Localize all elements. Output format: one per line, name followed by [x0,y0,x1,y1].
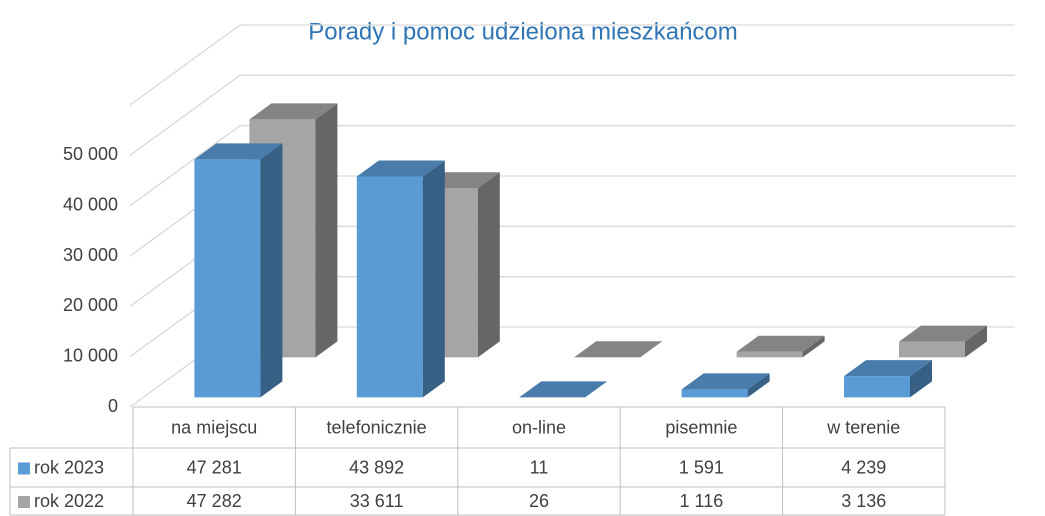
bar-top [519,381,608,398]
y-tick-label: 0 [108,396,118,416]
bar-side [477,172,500,358]
y-tick-label: 20 000 [63,295,118,315]
x-tick-label: on-line [512,417,566,437]
bar [356,160,445,398]
bar-front [899,341,965,358]
table-value: 43 892 [349,457,404,477]
legend-label: rok 2023 [34,457,104,477]
y-tick-label: 50 000 [63,144,118,164]
legend-key [18,462,30,475]
bar-side [585,381,608,398]
y-tick-label: 10 000 [63,345,118,365]
bar-top [844,360,932,377]
bar-top [681,373,770,390]
bar-side [965,325,987,358]
bar-top [574,341,663,358]
legend-label: rok 2022 [34,491,104,511]
x-tick-label: na miejscu [171,417,257,437]
table-value: 3 136 [841,491,886,511]
bar-top [899,325,987,342]
bar-top [249,103,338,120]
table-value: 11 [530,457,549,477]
bar-side [747,373,770,398]
bar [681,373,770,398]
bar-front [844,376,910,398]
grid-line [129,24,1015,106]
bar-side [910,360,932,398]
y-tick-label: 40 000 [63,194,118,214]
x-tick-label: telefonicznie [327,417,427,437]
table-value: 33 611 [350,491,404,511]
bar-front [736,351,803,358]
bar-side [260,143,283,398]
table-value: 47 281 [187,457,242,477]
bar-front [681,389,748,398]
bar-front [356,176,423,398]
x-tick-label: pisemnie [665,417,737,437]
table-value: 4 239 [841,457,886,477]
bar [574,341,663,358]
legend-key [18,496,30,508]
bar [519,381,608,398]
bar-top [736,335,825,352]
bar-side [640,341,663,358]
x-tick-label: w terenie [826,417,900,437]
y-tick-label: 30 000 [63,245,118,265]
table-value: 1 116 [680,491,724,511]
grid-line [129,125,1015,207]
grid-line [129,74,1015,156]
bar-side [315,103,338,358]
table-value: 1 591 [679,457,724,477]
bar [844,360,932,398]
bar-side [422,160,445,398]
table-value: 47 282 [187,491,242,511]
table-value: 26 [529,491,549,511]
bar [736,335,825,358]
bar-top [356,160,445,177]
bar-front [194,159,261,398]
chart-title: Porady i pomoc udzielona mieszkańcom [308,18,738,45]
bar-top [194,143,283,160]
bar [194,143,283,398]
bar-side [802,335,825,358]
bar [899,325,987,358]
